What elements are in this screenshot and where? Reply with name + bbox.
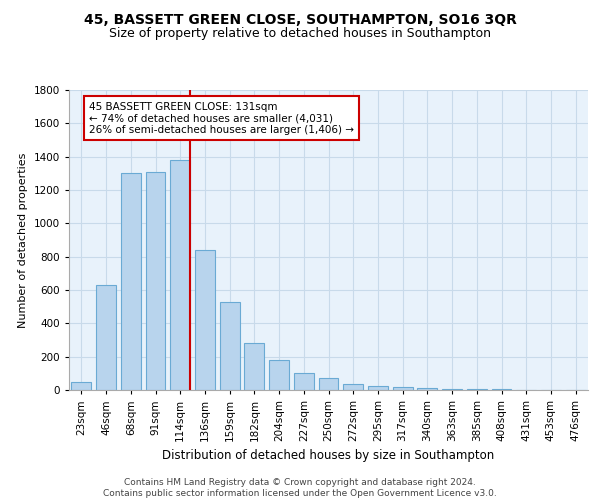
Bar — [195, 250, 215, 390]
Bar — [71, 382, 91, 390]
Bar — [343, 384, 363, 390]
Bar — [220, 302, 239, 390]
Text: 45, BASSETT GREEN CLOSE, SOUTHAMPTON, SO16 3QR: 45, BASSETT GREEN CLOSE, SOUTHAMPTON, SO… — [83, 12, 517, 26]
X-axis label: Distribution of detached houses by size in Southampton: Distribution of detached houses by size … — [163, 450, 494, 462]
Bar — [368, 386, 388, 390]
Bar — [146, 172, 166, 390]
Bar — [121, 174, 140, 390]
Bar — [319, 378, 338, 390]
Bar — [418, 388, 437, 390]
Text: 45 BASSETT GREEN CLOSE: 131sqm
← 74% of detached houses are smaller (4,031)
26% : 45 BASSETT GREEN CLOSE: 131sqm ← 74% of … — [89, 102, 354, 135]
Bar — [393, 386, 413, 390]
Text: Contains HM Land Registry data © Crown copyright and database right 2024.
Contai: Contains HM Land Registry data © Crown c… — [103, 478, 497, 498]
Y-axis label: Number of detached properties: Number of detached properties — [18, 152, 28, 328]
Bar — [269, 360, 289, 390]
Text: Size of property relative to detached houses in Southampton: Size of property relative to detached ho… — [109, 28, 491, 40]
Bar — [467, 389, 487, 390]
Bar — [170, 160, 190, 390]
Bar — [96, 285, 116, 390]
Bar — [244, 342, 264, 390]
Bar — [442, 388, 462, 390]
Bar — [294, 372, 314, 390]
